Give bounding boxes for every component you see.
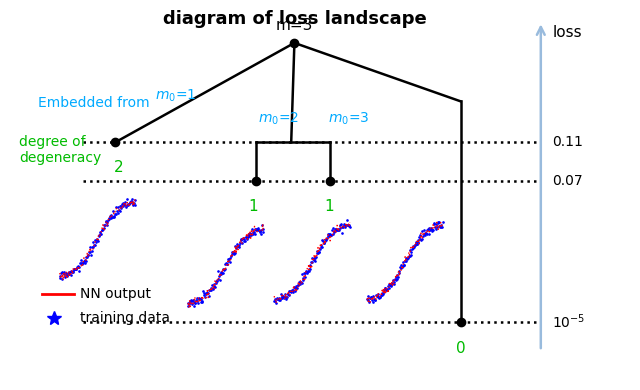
Text: NN output: NN output: [80, 287, 151, 301]
Text: 2: 2: [113, 160, 124, 175]
Text: $m_0$=1: $m_0$=1: [156, 87, 196, 104]
Text: Embedded from: Embedded from: [38, 96, 150, 110]
Text: 1: 1: [324, 199, 335, 214]
Text: 0.11: 0.11: [552, 135, 583, 149]
Text: 0.07: 0.07: [552, 174, 583, 188]
Text: $10^{-5}$: $10^{-5}$: [552, 312, 586, 331]
Text: $m_0$=3: $m_0$=3: [328, 111, 369, 127]
Text: training data: training data: [80, 311, 170, 325]
Text: $m_0$=2: $m_0$=2: [258, 111, 299, 127]
Text: loss: loss: [552, 25, 582, 40]
Text: degree of
degeneracy: degree of degeneracy: [19, 135, 102, 165]
Text: 1: 1: [248, 199, 258, 214]
Text: m=3: m=3: [276, 18, 313, 33]
Text: diagram of loss landscape: diagram of loss landscape: [163, 10, 426, 28]
Text: 0: 0: [456, 341, 466, 356]
